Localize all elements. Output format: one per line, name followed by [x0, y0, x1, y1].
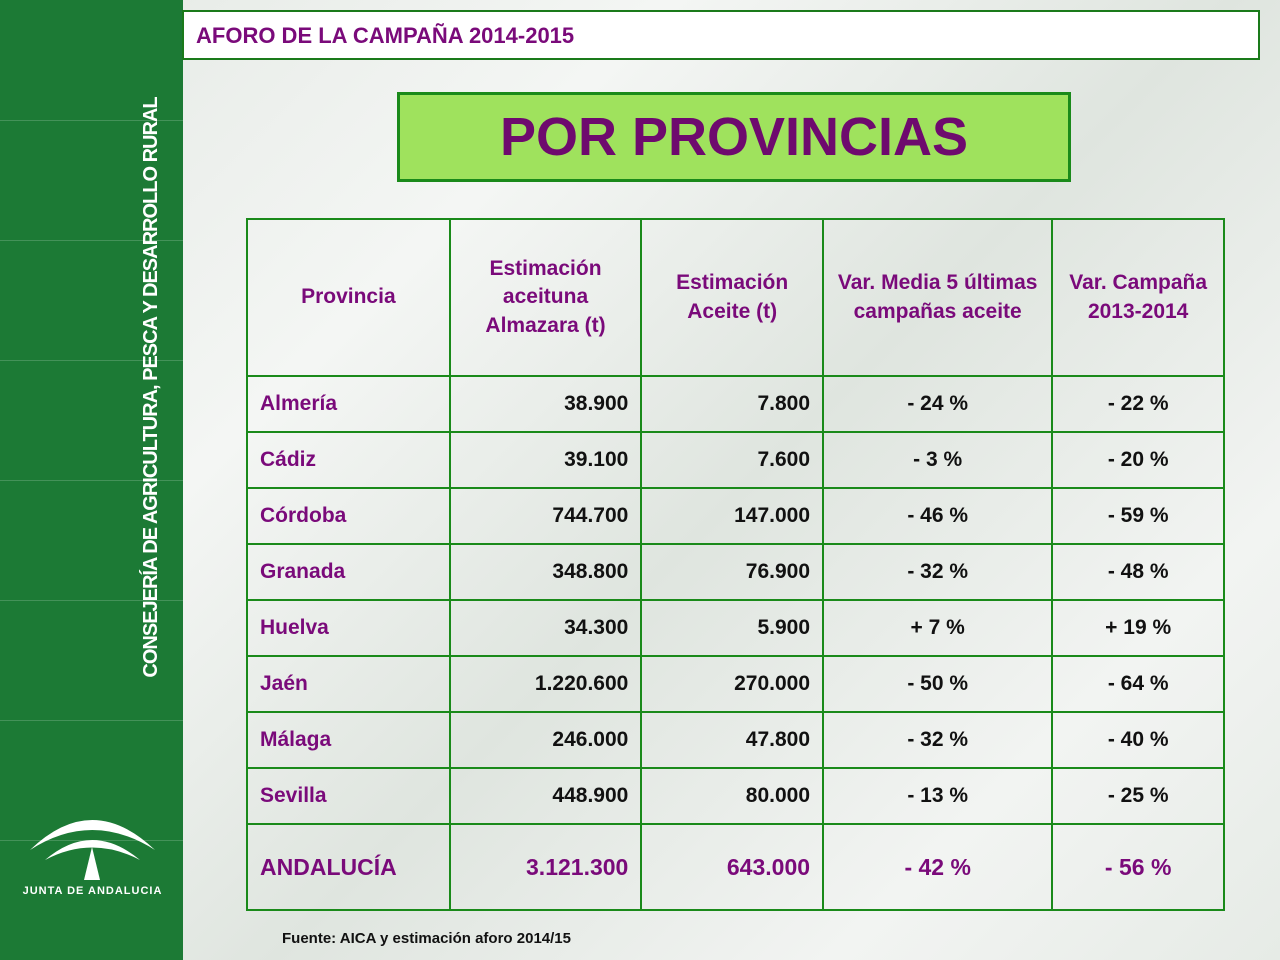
page-title: POR PROVINCIAS — [397, 92, 1071, 182]
cell-provincia: Málaga — [246, 711, 451, 769]
cell-var-media: - 46 % — [822, 487, 1054, 545]
cell-var-media: - 32 % — [822, 543, 1054, 601]
logo-text: JUNTA DE ANDALUCIA — [22, 885, 163, 897]
junta-logo: JUNTA DE ANDALUCIA — [20, 805, 165, 915]
source-note: Fuente: AICA y estimación aforo 2014/15 — [282, 930, 571, 947]
cell-aceituna: 246.000 — [448, 711, 643, 769]
cell-aceite: 7.800 — [640, 375, 825, 433]
cell-var-media: - 3 % — [822, 431, 1054, 489]
divider — [0, 600, 183, 601]
cell-aceite: 7.600 — [640, 431, 825, 489]
col-header-aceituna: Estimación aceituna Almazara (t) — [448, 218, 643, 377]
col-header-aceite: Estimación Aceite (t) — [640, 218, 825, 377]
table-header-row: Provincia Estimación aceituna Almazara (… — [246, 218, 1225, 377]
cell-provincia: Cádiz — [246, 431, 451, 489]
cell-var-campana: - 56 % — [1051, 823, 1225, 911]
department-name: CONSEJERÍA DE AGRICULTURA, PESCA Y DESAR… — [140, 97, 162, 678]
cell-var-media: - 42 % — [822, 823, 1054, 911]
table-row: Almería 38.900 7.800- 24 % - 22 % — [246, 375, 1225, 433]
cell-provincia: Sevilla — [246, 767, 451, 825]
cell-aceituna: 39.100 — [448, 431, 643, 489]
cell-aceite: 643.000 — [640, 823, 825, 911]
cell-provincia: Almería — [246, 375, 451, 433]
cell-var-media: - 32 % — [822, 711, 1054, 769]
cell-aceite: 5.900 — [640, 599, 825, 657]
junta-arcs-icon — [30, 820, 155, 880]
table-row: Jaén 1.220.600 270.000- 50 % - 64 % — [246, 655, 1225, 713]
cell-var-media: - 50 % — [822, 655, 1054, 713]
header-title: AFORO DE LA CAMPAÑA 2014-2015 — [182, 10, 1260, 60]
cell-var-campana: - 64 % — [1051, 655, 1225, 713]
cell-var-campana: - 20 % — [1051, 431, 1225, 489]
divider — [0, 720, 183, 721]
col-header-var-campana: Var. Campaña 2013-2014 — [1051, 218, 1225, 377]
table-row: Granada 348.800 76.900- 32 % - 48 % — [246, 543, 1225, 601]
cell-aceite: 147.000 — [640, 487, 825, 545]
cell-aceituna: 3.121.300 — [448, 823, 643, 911]
cell-aceituna: 448.900 — [448, 767, 643, 825]
table-row: Sevilla 448.900 80.000- 13 % - 25 % — [246, 767, 1225, 825]
divider — [0, 240, 183, 241]
cell-aceite: 80.000 — [640, 767, 825, 825]
cell-var-campana: - 48 % — [1051, 543, 1225, 601]
col-header-provincia: Provincia — [246, 218, 451, 377]
cell-provincia: Granada — [246, 543, 451, 601]
cell-aceituna: 38.900 — [448, 375, 643, 433]
cell-aceituna: 34.300 — [448, 599, 643, 657]
sidebar: CONSEJERÍA DE AGRICULTURA, PESCA Y DESAR… — [0, 0, 183, 960]
provinces-table: Provincia Estimación aceituna Almazara (… — [246, 218, 1225, 911]
cell-provincia: ANDALUCÍA — [246, 823, 451, 911]
total-row: ANDALUCÍA 3.121.300 643.000 - 42 % - 56 … — [246, 823, 1225, 911]
cell-aceituna: 348.800 — [448, 543, 643, 601]
cell-aceituna: 744.700 — [448, 487, 643, 545]
cell-aceite: 270.000 — [640, 655, 825, 713]
cell-var-media: - 13 % — [822, 767, 1054, 825]
cell-var-media: - 24 % — [822, 375, 1054, 433]
table-row: Málaga 246.000 47.800- 32 % - 40 % — [246, 711, 1225, 769]
cell-aceituna: 1.220.600 — [448, 655, 643, 713]
cell-provincia: Córdoba — [246, 487, 451, 545]
table-row: Cádiz 39.100 7.600- 3 % - 20 % — [246, 431, 1225, 489]
cell-var-campana: - 22 % — [1051, 375, 1225, 433]
cell-aceite: 76.900 — [640, 543, 825, 601]
cell-var-media: + 7 % — [822, 599, 1054, 657]
cell-var-campana: - 25 % — [1051, 767, 1225, 825]
table-row: Huelva 34.300 5.900 + 7 % + 19 % — [246, 599, 1225, 657]
cell-var-campana: - 40 % — [1051, 711, 1225, 769]
col-header-var-media: Var. Media 5 últimas campañas aceite — [822, 218, 1054, 377]
cell-var-campana: - 59 % — [1051, 487, 1225, 545]
table-row: Córdoba 744.700 147.000- 46 % - 59 % — [246, 487, 1225, 545]
cell-provincia: Huelva — [246, 599, 451, 657]
cell-var-campana: + 19 % — [1051, 599, 1225, 657]
divider — [0, 480, 183, 481]
divider — [0, 120, 183, 121]
cell-aceite: 47.800 — [640, 711, 825, 769]
cell-provincia: Jaén — [246, 655, 451, 713]
divider — [0, 360, 183, 361]
